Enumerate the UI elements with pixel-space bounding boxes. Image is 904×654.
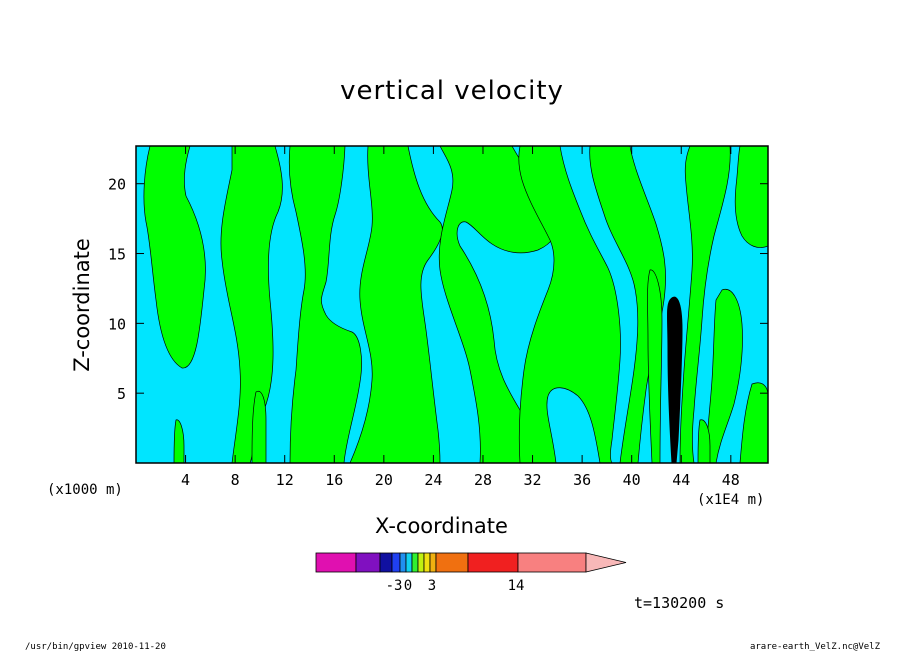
x-tick-label: 44 [672,471,690,489]
positive-region [647,269,663,463]
colorbar-segment [399,552,407,573]
contour-field [136,146,768,463]
positive-region [173,419,185,463]
x-tick-label: 36 [573,471,591,489]
x-axis-unit-right: (x1E4 m) [697,492,765,508]
positive-region [518,146,621,463]
footer-file-variable: arare-earth_VelZ.nc@VelZ [749,642,880,652]
y-tick-label: 5 [117,385,126,403]
y-tick-label: 20 [108,176,126,194]
colorbar-tick-label: 0 [404,578,412,594]
colorbar-segment [467,552,519,573]
colorbar-segment [411,552,419,573]
x-tick-label: 28 [474,471,492,489]
positive-region [705,288,743,463]
x-axis: 4 8 12 16 20 24 28 32 36 40 44 48 [181,146,740,489]
colorbar-segment [517,552,587,573]
colorbar-segment [429,552,437,573]
colorbar-segment [355,552,381,573]
colorbar-extend-arrow [585,552,627,573]
time-label: t=130200 s [634,594,725,612]
x-tick-label: 20 [375,471,393,489]
x-tick-label: 40 [623,471,641,489]
y-tick-label: 10 [108,315,126,333]
positive-region [679,146,731,463]
colorbar-segment [423,552,431,573]
positive-region [589,146,666,463]
positive-region [143,146,206,369]
colorbar-tick-label: 14 [508,578,525,594]
x-tick-label: 12 [276,471,294,489]
x-tick-label: 48 [722,471,740,489]
x-tick-label: 8 [231,471,240,489]
x-tick-label: 32 [524,471,542,489]
positive-region [438,146,558,463]
colorbar-segment [417,552,425,573]
plot-frame [135,145,769,464]
positive-region [251,390,267,463]
strong-updraft [667,296,683,463]
positive-region [734,146,768,248]
colorbar-tick-label: 3 [428,578,436,594]
positive-region [697,419,711,463]
footer-program-date: /usr/bin/gpview 2010-11-20 [25,642,166,652]
x-tick-label: 4 [181,471,190,489]
colorbar-tick-label: -3 [386,578,403,594]
colorbar-segment [379,552,393,573]
x-tick-label: 24 [424,471,442,489]
positive-region [288,146,362,463]
y-axis-label: Z-coordinate [70,238,94,372]
y-tick-label: 15 [108,246,126,264]
colorbar-segment [405,552,413,573]
x-tick-label: 16 [325,471,343,489]
x-axis-label: X-coordinate [375,514,508,538]
colorbar-segment [315,552,357,573]
x-axis-unit-left: (x1000 m) [47,482,123,498]
colorbar-segment [435,552,469,573]
colorbar-segment [391,552,401,573]
chart-title: vertical velocity [340,76,564,106]
y-axis: 5 10 15 20 [108,176,768,403]
colorbar: -3 0 3 14 [315,552,627,594]
positive-region [739,382,768,463]
